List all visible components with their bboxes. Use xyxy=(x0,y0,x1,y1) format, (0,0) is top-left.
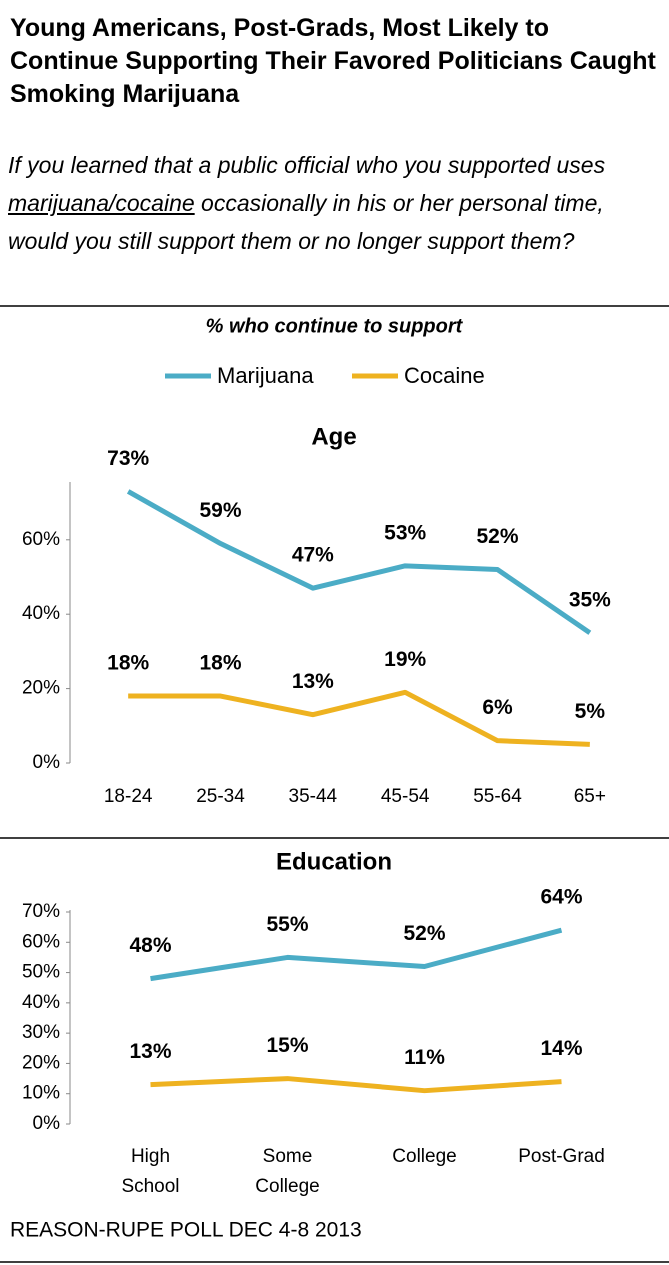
x-tick-label: 35-44 xyxy=(289,786,338,807)
data-label: 18% xyxy=(199,652,241,675)
note: % who continue to support xyxy=(206,315,464,337)
data-label: 64% xyxy=(540,886,582,909)
legend-label: Cocaine xyxy=(404,363,485,388)
x-tick-label: 45-54 xyxy=(381,786,430,807)
data-label: 15% xyxy=(266,1034,308,1057)
question-emphasis: marijuana/cocaine xyxy=(8,190,195,216)
question-text: If you learned that a public official wh… xyxy=(8,152,606,178)
x-tick-label: High School xyxy=(121,1146,179,1197)
y-tick-label: 0% xyxy=(33,752,61,773)
x-tick-label-line: School xyxy=(121,1176,179,1197)
source: REASON-RUPE POLL DEC 4-8 2013 xyxy=(10,1219,362,1242)
data-label: 52% xyxy=(476,525,518,548)
y-tick-label: 20% xyxy=(22,1052,60,1073)
x-tick-label: Some College xyxy=(255,1146,319,1197)
question: If you learned that a public official wh… xyxy=(8,146,658,260)
x-tick-label: Post-Grad xyxy=(518,1146,605,1167)
x-tick-label: 65+ xyxy=(574,786,606,807)
data-label: 13% xyxy=(292,670,334,693)
x-tick-label: 55-64 xyxy=(473,786,522,807)
x-tick-label-line: High xyxy=(131,1146,170,1167)
data-label: 48% xyxy=(129,934,171,957)
series-line xyxy=(128,689,590,747)
data-label: 5% xyxy=(575,700,606,723)
x-tick-label: 18-24 xyxy=(104,786,153,807)
y-tick-label: 60% xyxy=(22,529,60,550)
y-tick-label: 40% xyxy=(22,603,60,624)
data-label: 14% xyxy=(540,1037,582,1060)
x-tick-label-line: Some xyxy=(263,1146,313,1167)
y-tick-label: 40% xyxy=(22,992,60,1013)
data-label: 35% xyxy=(569,588,611,611)
data-label: 11% xyxy=(404,1046,445,1069)
series-line xyxy=(126,489,592,635)
y-tick-label: 60% xyxy=(22,931,60,952)
data-label: 13% xyxy=(129,1040,171,1063)
data-label: 55% xyxy=(266,913,308,936)
data-label: 47% xyxy=(292,544,334,567)
y-tick-label: 20% xyxy=(22,678,60,699)
legend-label: Marijuana xyxy=(217,363,314,388)
series-line xyxy=(150,927,563,982)
series-line xyxy=(150,1076,562,1094)
data-label: 18% xyxy=(107,652,149,675)
data-label: 59% xyxy=(199,499,241,522)
data-label: 73% xyxy=(107,447,149,470)
data-label: 53% xyxy=(384,521,426,544)
data-label: 19% xyxy=(384,648,426,671)
y-tick-label: 50% xyxy=(22,962,60,983)
x-tick-label: College xyxy=(392,1146,456,1167)
title: Young Americans, Post-Grads, Most Likely… xyxy=(10,14,656,108)
data-label: 52% xyxy=(403,922,445,945)
y-tick-label: 30% xyxy=(22,1022,60,1043)
x-tick-label-line: College xyxy=(255,1176,319,1197)
chart-title: Education xyxy=(276,848,392,875)
data-label: 6% xyxy=(482,696,513,719)
chart-title: Age xyxy=(311,423,356,450)
y-tick-label: 10% xyxy=(22,1083,60,1104)
y-tick-label: 70% xyxy=(22,901,60,922)
question-text: occasionally in his or her personal time… xyxy=(8,190,604,254)
y-tick-label: 0% xyxy=(33,1113,61,1134)
x-tick-label: 25-34 xyxy=(196,786,245,807)
